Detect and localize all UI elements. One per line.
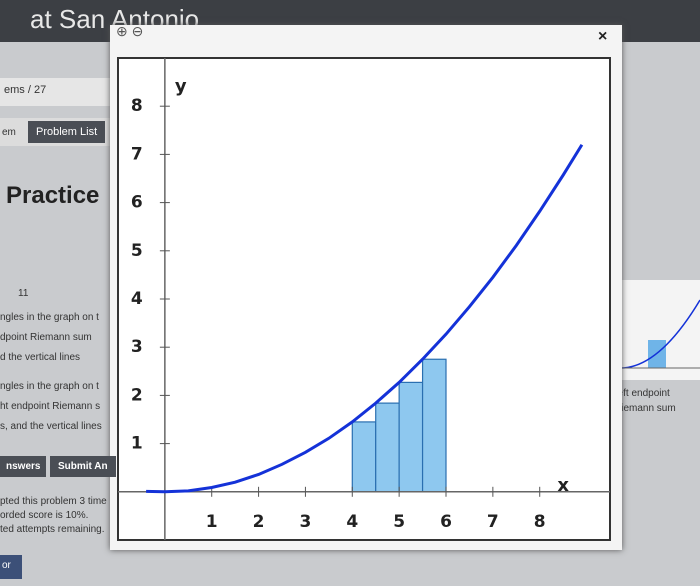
formula: 11 [18, 288, 29, 299]
thumbnail [608, 280, 700, 380]
x-tick-label: 4 [346, 512, 358, 532]
note: ted attempts remaining. [0, 524, 105, 535]
heading: Practice [6, 182, 100, 209]
note: pted this problem 3 time [0, 496, 107, 507]
y-tick-label: 1 [131, 434, 143, 454]
y-tick-label: 3 [131, 337, 143, 357]
text-line: ht endpoint Riemann s [0, 401, 101, 412]
y-axis-label: y [175, 76, 187, 97]
x-tick-label: 8 [534, 512, 546, 532]
riemann-rectangle [421, 358, 447, 493]
thumb-caption: Left endpoint [612, 388, 670, 399]
thumb-caption: Riemann sum [614, 403, 676, 414]
x-tick-label: 3 [300, 512, 312, 532]
riemann-rectangle [398, 381, 424, 493]
y-tick-label: 2 [131, 385, 143, 405]
y-tick-label: 4 [131, 289, 143, 309]
submit-button[interactable]: Submit An [50, 456, 116, 477]
y-tick-label: 6 [131, 193, 143, 213]
text-line: s, and the vertical lines [0, 421, 102, 432]
tab[interactable]: em [2, 127, 16, 138]
x-tick-label: 2 [253, 512, 265, 532]
x-tick-label: 5 [393, 512, 405, 532]
close-button[interactable]: × [598, 28, 608, 45]
text-line: ngles in the graph on t [0, 312, 99, 323]
riemann-rectangle [375, 402, 400, 493]
problem-counter: ems / 27 [4, 84, 47, 96]
x-tick-label: 1 [206, 512, 218, 532]
x-tick-label: 6 [440, 512, 452, 532]
nav-bar [0, 78, 110, 106]
x-axis-label: x [557, 475, 569, 496]
y-tick-label: 5 [131, 241, 143, 261]
thumbnail-graph [614, 299, 700, 369]
y-tick-label: 8 [131, 96, 143, 116]
y-tick-label: 7 [131, 144, 143, 164]
text-line: dpoint Riemann sum [0, 332, 92, 343]
riemann-rectangle [351, 421, 377, 493]
text-line: ngles in the graph on t [0, 381, 99, 392]
x-tick-label: 7 [487, 512, 499, 532]
footer-button[interactable]: or [2, 560, 11, 571]
note: orded score is 10%. [0, 510, 89, 521]
answers-button[interactable]: nswers [0, 456, 47, 477]
function-curve [146, 143, 584, 494]
text-line: d the vertical lines [0, 352, 81, 363]
problem-list-button[interactable]: Problem List [28, 121, 106, 143]
